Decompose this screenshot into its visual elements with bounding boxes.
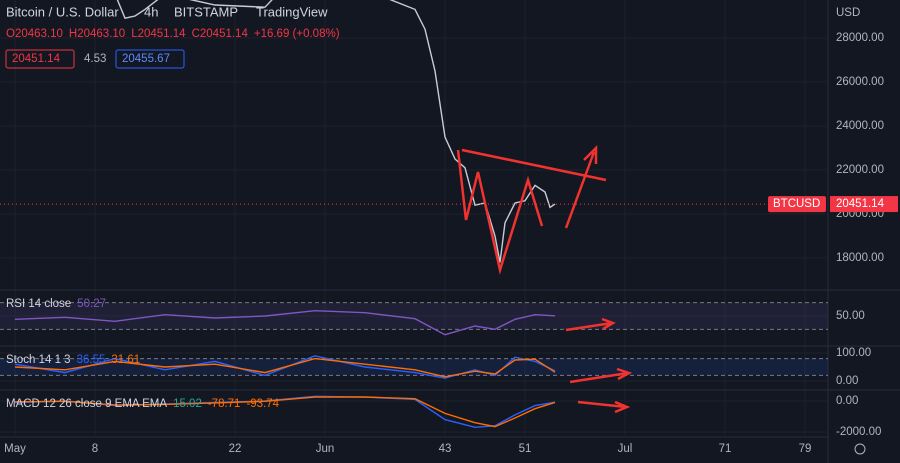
- indicator-value: 50.27: [77, 298, 106, 310]
- exchange: BITSTAMP: [174, 4, 238, 19]
- y-tick-label: 22000.00: [836, 164, 884, 176]
- x-tick-label: May: [4, 443, 26, 455]
- x-tick-label: 79: [799, 443, 812, 455]
- ohlc-row: O20463.10 H20463.10 L20451.14 C20451.14 +16.…: [6, 28, 340, 40]
- bid-box: [5, 49, 75, 69]
- ohlc-value: O20463.10: [6, 28, 63, 40]
- indicator-value: -78.71: [208, 398, 241, 410]
- trend-line: [461, 148, 607, 182]
- series-line: [14, 355, 556, 379]
- y-tick-label: -2000.00: [836, 426, 881, 438]
- x-tick-label: 43: [439, 443, 452, 455]
- ohlc-value: H20463.10: [69, 28, 125, 40]
- last-price-label: 20451.14: [836, 198, 885, 210]
- series-line: [14, 309, 556, 336]
- arrow: [565, 317, 616, 332]
- indicator-value: -93.74: [246, 398, 279, 410]
- y-tick-label: 18000.00: [836, 252, 884, 264]
- x-tick-label: 51: [519, 443, 532, 455]
- indicator-value: 31.61: [111, 354, 140, 366]
- x-tick-label: 71: [719, 443, 732, 455]
- band: [0, 302, 828, 330]
- indicator-title: RSI 14 close: [6, 298, 71, 310]
- indicator-value: 15.02: [173, 398, 202, 410]
- y-tick-label: 0.00: [836, 395, 858, 407]
- currency: USD: [836, 7, 860, 19]
- x-tick-label: Jul: [618, 443, 633, 455]
- source: TradingView: [256, 4, 328, 19]
- y-tick-label: 0.00: [836, 375, 858, 387]
- spread: 4.53: [84, 53, 106, 65]
- ask-box: [115, 49, 185, 69]
- y-tick-label: 100.00: [836, 347, 871, 359]
- drawn-pattern: [456, 149, 544, 275]
- series-line: [14, 396, 556, 428]
- x-tick-label: Jun: [316, 443, 335, 455]
- x-tick-label: 22: [229, 443, 242, 455]
- symbol-label: BTCUSD: [773, 198, 820, 210]
- annotations: [456, 144, 633, 414]
- series-line: [14, 357, 556, 378]
- y-tick-label: 28000.00: [836, 32, 884, 44]
- arrow: [569, 367, 633, 384]
- ohlc-value: C20451.14: [192, 28, 249, 40]
- ask: 20455.67: [122, 53, 170, 65]
- symbol-title: Bitcoin / U.S. Dollar: [6, 4, 119, 19]
- y-tick-label: 50.00: [836, 310, 865, 322]
- ohlc-value: +16.69 (+0.08%): [254, 28, 340, 40]
- y-tick-label: 24000.00: [836, 120, 884, 132]
- indicator-title: MACD 12 26 close 9 EMA EMA: [6, 398, 167, 410]
- x-tick-label: 8: [92, 443, 98, 455]
- y-tick-label: 26000.00: [836, 76, 884, 88]
- arrow: [564, 144, 598, 229]
- symbol-tag: [768, 196, 826, 213]
- interval: 4h: [144, 4, 158, 19]
- bid: 20451.14: [12, 53, 61, 65]
- price-tag: [830, 196, 898, 213]
- indicator-title: Stoch 14 1 3: [6, 354, 71, 366]
- ohlc-value: L20451.14: [131, 28, 186, 40]
- indicator-value: 36.55: [77, 354, 106, 366]
- settings-icon[interactable]: [854, 443, 866, 455]
- arrow: [577, 400, 631, 414]
